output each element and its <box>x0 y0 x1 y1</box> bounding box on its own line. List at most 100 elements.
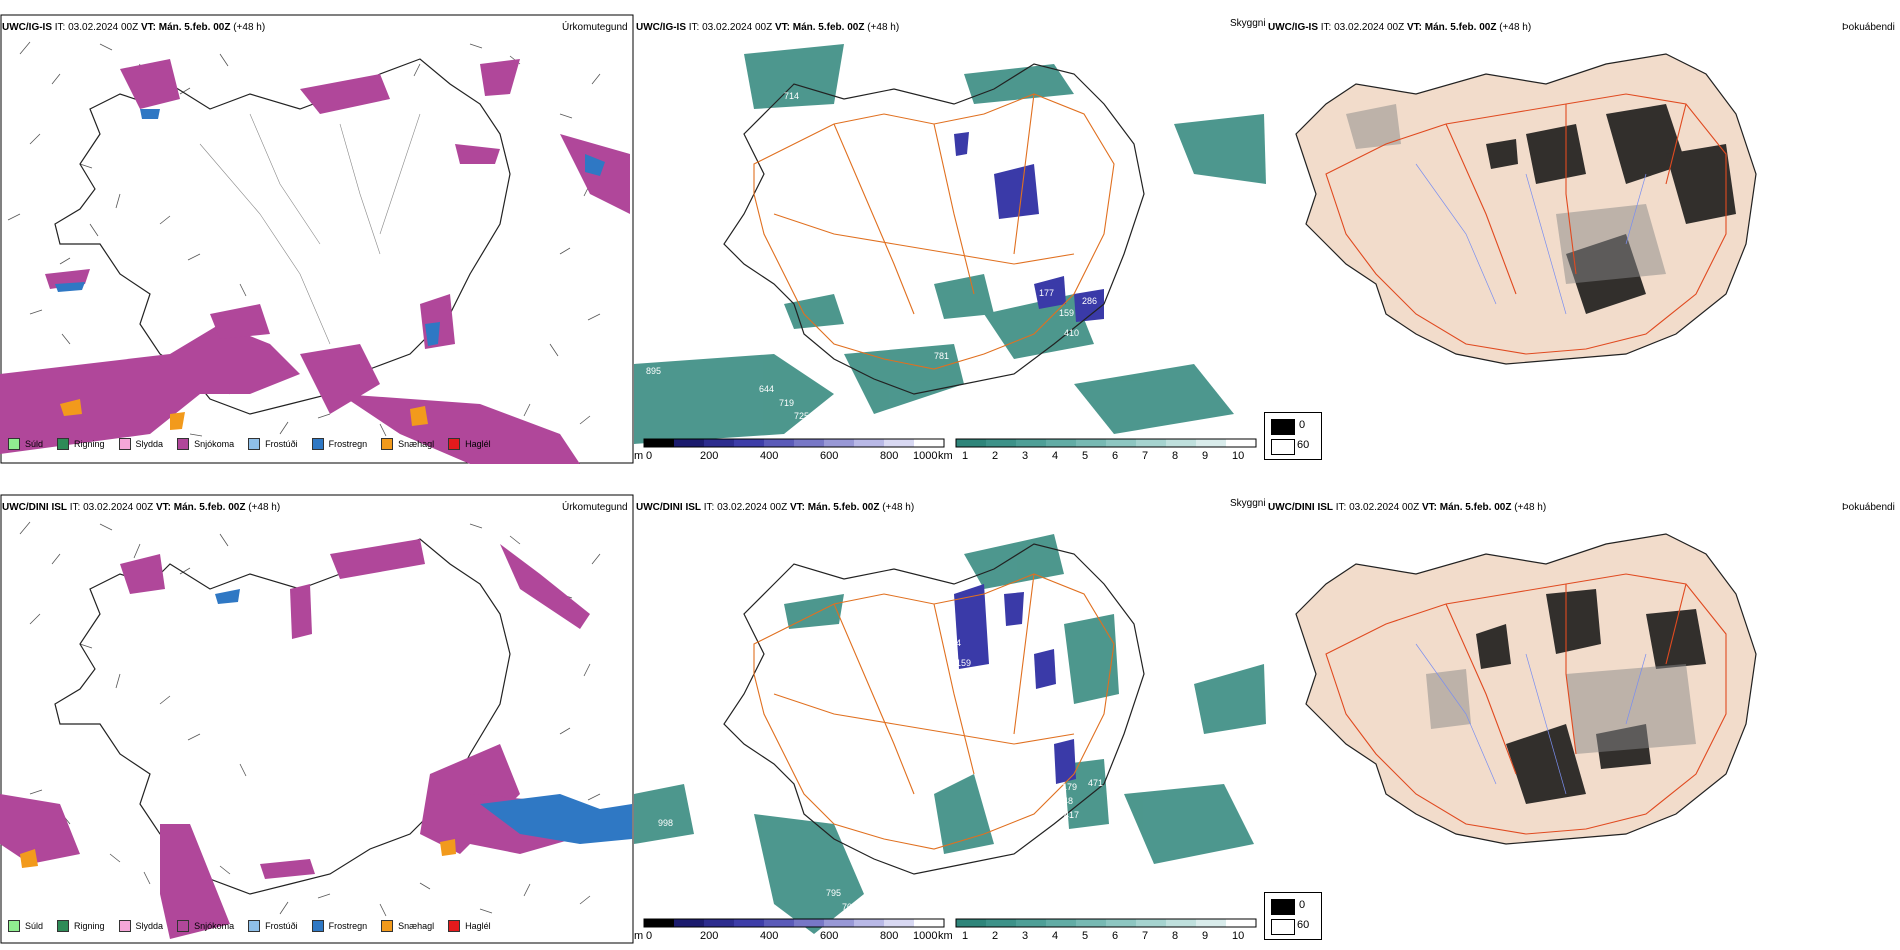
legend-item: Frostregn <box>311 920 368 932</box>
vis-label: 286 <box>1082 296 1097 306</box>
panel-header: UWC/DINI ISL IT: 03.02.2024 00Z VT: Mán.… <box>1268 502 1546 513</box>
rivers <box>199 113 421 345</box>
swatch-freezing-drizzle <box>248 920 261 932</box>
panel-header: UWC/DINI ISL IT: 03.02.2024 00Z VT: Mán.… <box>2 502 280 513</box>
vis-tick: 9 <box>1202 450 1209 462</box>
legend-item: Frostúði <box>248 920 298 932</box>
ice-pellet-areas <box>20 839 456 868</box>
vis-label: 912 <box>1019 376 1034 386</box>
freezing-rain-areas <box>55 109 605 346</box>
init-time: IT: 03.02.2024 00Z <box>1335 502 1420 513</box>
legend-item: Snjókoma <box>177 438 234 450</box>
valid-time: VT: Mán. 5.feb. 00Z <box>1421 502 1512 513</box>
model-name: UWC/DINI ISL <box>636 502 701 513</box>
legend-item: Rigning <box>57 438 105 450</box>
panel-precip-bot: Súld Rigning Slydda Snjókoma Frostúði Fr… <box>0 494 634 944</box>
visibility-map-top: 714 177 159 286 410 781 912 895 644 719 … <box>634 44 1266 448</box>
fog-label-black: 0 <box>1299 419 1306 431</box>
variable-name: Skyggni <box>1230 498 1266 509</box>
init-time: IT: 03.02.2024 00Z <box>688 22 773 33</box>
precip-map-top <box>0 14 634 464</box>
legend-item: Haglél <box>448 920 491 932</box>
vis-colorbar-km <box>955 438 1257 448</box>
wind-barbs <box>7 41 601 437</box>
vis-label: 187 <box>1006 668 1021 678</box>
lead-time: (+48 h) <box>233 22 266 33</box>
legend-label: Snjókoma <box>194 921 235 931</box>
vis-tick: 1 <box>962 450 969 462</box>
fog-swatch-black <box>1271 899 1295 915</box>
vis-label: 781 <box>934 351 949 361</box>
vis-label: 704 <box>842 902 857 912</box>
init-time: IT: 03.02.2024 00Z <box>69 502 154 513</box>
vis-tick: 9 <box>1202 930 1209 942</box>
rivers <box>1415 643 1647 795</box>
init-time: IT: 03.02.2024 00Z <box>1320 22 1405 33</box>
vis-colorbar-m <box>643 918 945 928</box>
fog-label-white: 60 <box>1297 439 1310 451</box>
model-name: UWC/DINI ISL <box>1268 502 1333 513</box>
vis-tick: 400 <box>760 450 779 462</box>
vis-label: 725 <box>794 411 809 421</box>
vis-tick: 400 <box>760 930 779 942</box>
legend-item: Frostregn <box>311 438 368 450</box>
vis-tick: 800 <box>880 930 899 942</box>
freezing-rain-areas <box>215 589 632 844</box>
vis-label: 177 <box>1039 288 1054 298</box>
vis-colorbar-km <box>955 918 1257 928</box>
swatch-snow-pellets <box>381 438 394 450</box>
swatch-freezing-drizzle <box>248 438 261 450</box>
swatch-hail <box>448 920 461 932</box>
model-name: UWC/DINI ISL <box>2 502 67 513</box>
variable-name: Þokuábendi <box>1842 502 1895 513</box>
vis-tick: 4 <box>1052 450 1059 462</box>
vis-tick: 800 <box>880 450 899 462</box>
lead-time: (+48 h) <box>1514 502 1547 513</box>
precip-legend-top: Súld Rigning Slydda Snjókoma Frostúði Fr… <box>8 438 505 450</box>
vis-tick: 10 <box>1232 930 1245 942</box>
swatch-snow-pellets <box>381 920 394 932</box>
vis-tick: 3 <box>1022 450 1029 462</box>
road-network <box>753 573 1115 850</box>
swatch-rain <box>57 920 70 932</box>
ice-pellet-areas <box>60 399 428 430</box>
iceland-outline <box>723 543 1145 875</box>
valid-time: VT: Mán. 5.feb. 00Z <box>774 22 865 33</box>
legend-label: Frostregn <box>328 921 368 931</box>
vis-tick: 2 <box>992 450 999 462</box>
legend-label: Rigning <box>74 921 105 931</box>
fog-swatch-black <box>1271 419 1295 435</box>
model-name: UWC/IG-IS <box>2 22 52 33</box>
model-name: UWC/IG-IS <box>636 22 686 33</box>
fog-swatch-white <box>1271 439 1295 455</box>
panel-header: UWC/IG-IS IT: 03.02.2024 00Z VT: Mán. 5.… <box>1268 22 1531 33</box>
vis-tick: 10 <box>1232 450 1245 462</box>
low-vis-areas <box>634 44 1266 444</box>
legend-label: Snjókoma <box>194 439 235 449</box>
vis-tick: 6 <box>1112 930 1119 942</box>
vis-tick: 5 <box>1082 450 1089 462</box>
swatch-sudd <box>8 920 20 932</box>
vis-tick: 200 <box>700 930 719 942</box>
legend-item: Snæhagl <box>381 920 434 932</box>
swatch-hail <box>448 438 461 450</box>
panel-precip-top: Súld Rigning Slydda Snjókoma Frostúði Fr… <box>0 14 634 464</box>
rivers <box>1415 163 1647 315</box>
panel-fog-bot: 0 60 <box>1264 494 1900 944</box>
legend-label: Snæhagl <box>398 921 435 931</box>
precip-map-bot <box>0 494 634 944</box>
low-vis-areas <box>634 534 1266 934</box>
swatch-sudd <box>8 438 20 450</box>
variable-name: Úrkomutegund <box>562 502 628 513</box>
legend-label: Frostregn <box>328 439 368 449</box>
vis-label: 341 <box>1006 268 1021 278</box>
vis-label: 159 <box>1059 308 1074 318</box>
vis-label: 248 <box>1058 796 1073 806</box>
legend-item: Snjókoma <box>177 920 234 932</box>
panel-visibility-top: 714 177 159 286 410 781 912 895 644 719 … <box>634 14 1266 464</box>
road-network <box>1325 573 1727 835</box>
fog-map-bot <box>1295 533 1757 845</box>
swatch-snow <box>177 438 190 450</box>
swatch-snow <box>177 920 190 932</box>
vis-label: 471 <box>1088 778 1103 788</box>
